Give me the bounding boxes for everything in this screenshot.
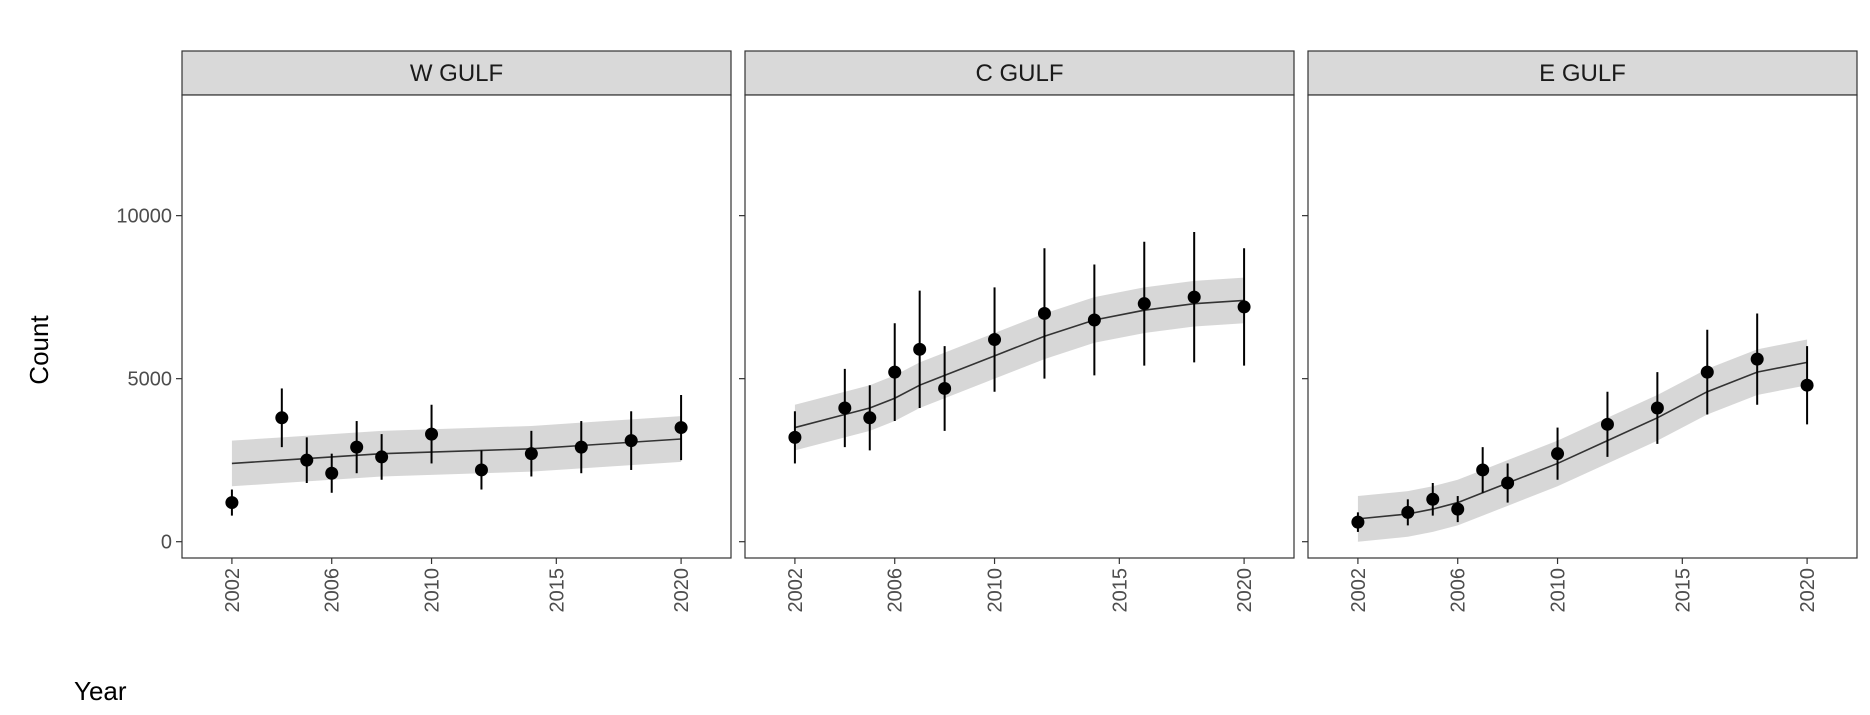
x-tick-label: 2015	[1109, 568, 1131, 613]
x-tick-label: 2006	[885, 568, 907, 613]
point	[1237, 300, 1251, 314]
strip	[1307, 50, 1858, 96]
strip	[744, 50, 1295, 96]
point	[1800, 378, 1814, 392]
point	[888, 365, 902, 379]
point	[375, 450, 389, 464]
point	[574, 440, 588, 454]
point	[350, 440, 364, 454]
point	[788, 430, 802, 444]
x-tick-label: 2002	[785, 568, 807, 613]
y-tick-label: 5000	[128, 369, 173, 391]
point	[1401, 505, 1415, 519]
point	[1750, 352, 1764, 366]
point	[1451, 502, 1465, 516]
x-tick-label: 2015	[1672, 568, 1694, 613]
y-tick-label: 10000	[116, 206, 172, 228]
point	[275, 411, 289, 425]
fit-line	[1357, 361, 1808, 520]
point	[1426, 492, 1440, 506]
point	[913, 342, 927, 356]
point	[1037, 306, 1051, 320]
x-tick-label: 2002	[1348, 568, 1370, 613]
point	[938, 381, 952, 395]
strip	[181, 50, 732, 96]
confidence-band	[1357, 339, 1808, 542]
point	[988, 333, 1002, 347]
point	[674, 421, 688, 435]
point	[1501, 476, 1515, 490]
strip-label: E GULF	[1539, 60, 1626, 87]
point	[1137, 297, 1151, 311]
x-tick-label: 2020	[1234, 568, 1256, 613]
y-axis-title: Count	[24, 315, 54, 385]
point	[300, 453, 314, 467]
point	[1700, 365, 1714, 379]
x-tick-label: 2006	[322, 568, 344, 613]
point	[225, 496, 239, 510]
confidence-band	[794, 277, 1245, 451]
x-tick-label: 2010	[1548, 568, 1570, 613]
point	[1551, 447, 1565, 461]
x-axis-title: Year	[74, 676, 127, 706]
fit-line	[794, 299, 1245, 429]
x-tick-label: 2020	[671, 568, 693, 613]
panel	[181, 94, 732, 559]
point	[1187, 290, 1201, 304]
strip-label: C GULF	[975, 60, 1063, 87]
point	[838, 401, 852, 415]
x-tick-label: 2010	[985, 568, 1007, 613]
point	[1476, 463, 1490, 477]
point	[1650, 401, 1664, 415]
point	[863, 411, 877, 425]
point	[524, 447, 538, 461]
point	[325, 466, 339, 480]
point	[624, 434, 638, 448]
point	[425, 427, 439, 441]
x-tick-label: 2006	[1448, 568, 1470, 613]
x-tick-label: 2010	[422, 568, 444, 613]
x-tick-label: 2015	[546, 568, 568, 613]
x-tick-label: 2002	[222, 568, 244, 613]
point	[1087, 313, 1101, 327]
y-tick-label: 0	[161, 532, 172, 554]
point	[474, 463, 488, 477]
point	[1351, 515, 1365, 529]
x-tick-label: 2020	[1797, 568, 1819, 613]
panel	[1307, 94, 1858, 559]
strip-label: W GULF	[410, 60, 503, 87]
point	[1600, 417, 1614, 431]
